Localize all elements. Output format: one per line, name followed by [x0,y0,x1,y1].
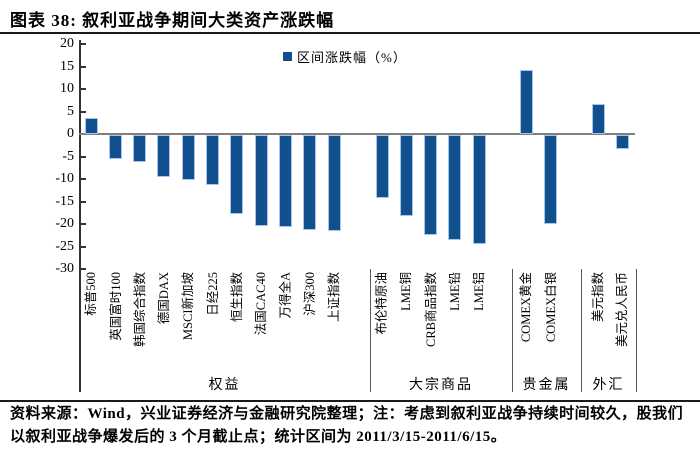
category-label-text: CRB商品指数 [423,272,438,348]
group-divider [636,269,637,392]
group-label: 大宗商品 [409,378,473,393]
y-axis-tick [81,200,86,203]
bar [399,135,413,216]
category-label-text: MSCI新加坡 [181,272,196,341]
y-axis-tick-label: -25 [55,238,74,254]
bar [472,135,486,245]
bar [520,70,533,134]
bar [327,135,341,231]
category-label-text: 恒生指数 [229,272,244,323]
group-divider [512,269,513,392]
bar [278,135,292,228]
bar [108,135,122,159]
bar [591,104,605,134]
category-label-text: 标普500 [84,272,98,316]
bar [424,135,438,236]
page-title: 图表 38: 叙利亚战争期间大类资产涨跌幅 [10,11,335,30]
group-label: 权益 [208,378,241,393]
category-label-text: LME铝 [472,272,487,311]
bar [181,135,195,180]
group-divider [370,269,371,392]
bar [375,135,389,199]
source-note: 资料来源：Wind，兴业证券经济与金融研究院整理；注：考虑到叙利亚战争持续时间较… [10,406,684,445]
y-axis-tick-label: 0 [67,126,74,141]
bar [303,135,317,231]
category-label-text: LME铅 [447,272,462,311]
bar [254,135,268,227]
legend-swatch-icon [283,52,292,61]
footer-divider [0,400,700,402]
category-label-text: 美元指数 [591,272,605,323]
category-label-text: 美元兑人民币 [615,272,630,348]
group-label: 外汇 [592,378,625,393]
category-label-text: COMEX黄金 [519,272,534,343]
category-label-text: 上证指数 [327,272,341,323]
category-label-text: 沪深300 [302,272,317,316]
y-axis-tick-label: 20 [60,36,74,51]
y-axis-tick-label: 10 [60,81,74,96]
category-label-text: 法国CAC40 [254,272,269,336]
bar [84,118,98,134]
group-divider [581,269,582,392]
y-axis-tick-label: -10 [55,171,74,186]
y-axis-tick-label: -30 [55,261,74,276]
y-axis-tick [81,155,86,158]
category-label-text: 韩国综合指数 [132,272,147,348]
y-axis-line [79,40,81,392]
chart-legend: 区间涨跌幅（%） [283,47,407,66]
y-axis-tick [81,268,86,270]
y-axis-tick [81,43,86,45]
y-axis-tick-label: -20 [55,216,74,231]
bar [544,135,558,224]
group-label: 贵金属 [522,378,571,393]
y-axis-tick [81,178,86,180]
y-axis-tick-label: 5 [67,103,74,119]
title-underline [0,32,700,34]
y-axis-tick-label: -15 [55,193,74,209]
y-axis-tick [81,88,86,90]
category-label-text: 万得全A [278,272,293,319]
bar [133,135,147,162]
category-label-text: 布伦特原油 [375,272,389,335]
bar [615,135,629,149]
bar [230,135,244,215]
zero-line [79,133,635,135]
bar [157,135,171,178]
category-label-text: 德国DAX [156,272,171,325]
y-axis-tick-label: -5 [62,148,74,164]
category-label-text: LME铜 [399,272,414,311]
bar [206,135,219,185]
y-axis-tick-label: 15 [60,58,74,74]
category-label-text: COMEX白银 [543,272,558,343]
y-axis-tick [81,223,86,225]
category-label-text: 英国富时100 [108,272,123,341]
y-axis-tick [81,245,86,248]
legend-label: 区间涨跌幅（%） [297,50,407,65]
category-label-text: 日经225 [205,272,220,316]
y-axis-tick [81,65,86,68]
y-axis-tick [81,110,86,113]
bar [448,135,462,241]
